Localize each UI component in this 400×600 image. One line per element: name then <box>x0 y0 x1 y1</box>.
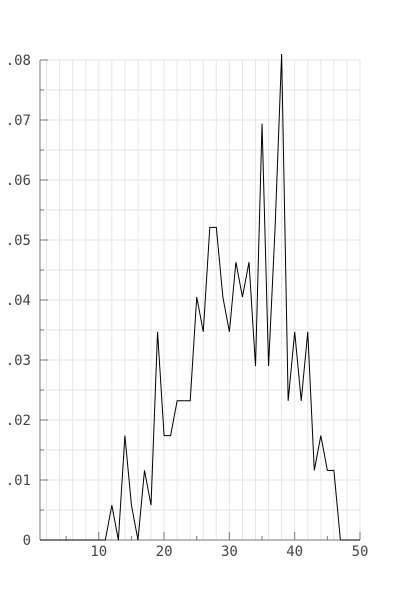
x-tick-label: 20 <box>156 544 173 560</box>
x-tick-label: 50 <box>352 544 369 560</box>
y-tick-label: .01 <box>6 473 31 489</box>
series <box>40 53 360 541</box>
y-tick-label: .05 <box>6 233 31 249</box>
y-tick-label: .04 <box>6 293 31 309</box>
tick-marks <box>40 59 361 541</box>
y-tick-label: 0 <box>23 533 31 549</box>
x-tick-label: 30 <box>221 544 238 560</box>
y-tick-label: .08 <box>6 53 31 69</box>
y-tick-label: .02 <box>6 413 31 429</box>
x-tick-label: 40 <box>286 544 303 560</box>
y-tick-label: .07 <box>6 113 31 129</box>
y-tick-label: .03 <box>6 353 31 369</box>
series-line <box>40 53 360 541</box>
x-tick-label: 10 <box>90 544 107 560</box>
tick-labels: 10 20 30 40 50 0 .01 .02 .03 .04 .05 .06 .07 .08 <box>6 53 369 560</box>
grid <box>40 59 361 540</box>
y-tick-label: .06 <box>6 173 31 189</box>
